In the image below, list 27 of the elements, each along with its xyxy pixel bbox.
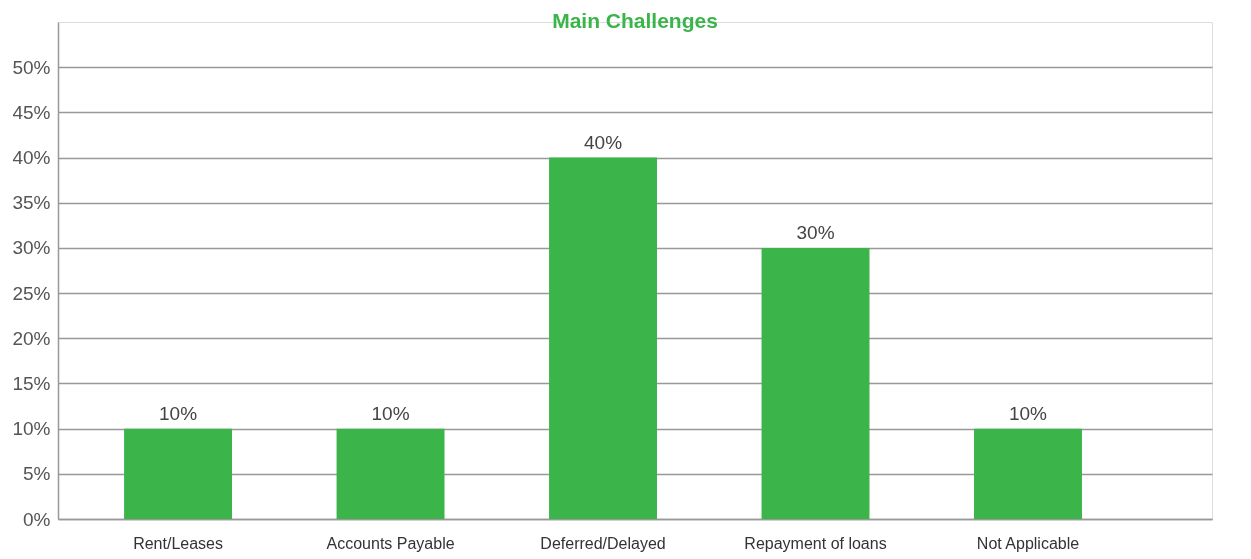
- y-tick-label: 15%: [12, 372, 51, 394]
- x-tick-label: Not Applicable: [976, 534, 1080, 552]
- data-label: 10%: [1008, 402, 1048, 424]
- bar: [974, 428, 1082, 519]
- y-tick-label: 10%: [12, 418, 51, 440]
- x-tick-label: Deferred/Delayed: [540, 534, 666, 552]
- y-tick-label: 35%: [12, 192, 51, 214]
- bar: [124, 428, 233, 519]
- y-tick-label: 45%: [12, 101, 51, 123]
- y-tick-label: 25%: [12, 282, 51, 304]
- data-label: 10%: [371, 402, 410, 424]
- y-tick-label: 30%: [12, 237, 51, 259]
- y-tick-label: 5%: [23, 463, 51, 485]
- data-label: 30%: [796, 221, 835, 243]
- y-tick-label: 20%: [12, 327, 51, 349]
- y-tick-label: 0%: [23, 508, 51, 530]
- bar: [336, 428, 445, 519]
- x-tick-label: Repayment of loans: [744, 534, 887, 552]
- data-label: 10%: [159, 402, 198, 424]
- bar: [761, 247, 870, 519]
- y-tick-label: 50%: [12, 56, 51, 78]
- y-tick-label: 40%: [12, 147, 51, 169]
- x-tick-label: Rent/Leases: [133, 534, 223, 552]
- x-tick-label: Accounts Payable: [326, 534, 455, 552]
- bar: [549, 157, 657, 519]
- chart-title: Main Challenges: [552, 9, 718, 32]
- data-label: 40%: [584, 131, 623, 153]
